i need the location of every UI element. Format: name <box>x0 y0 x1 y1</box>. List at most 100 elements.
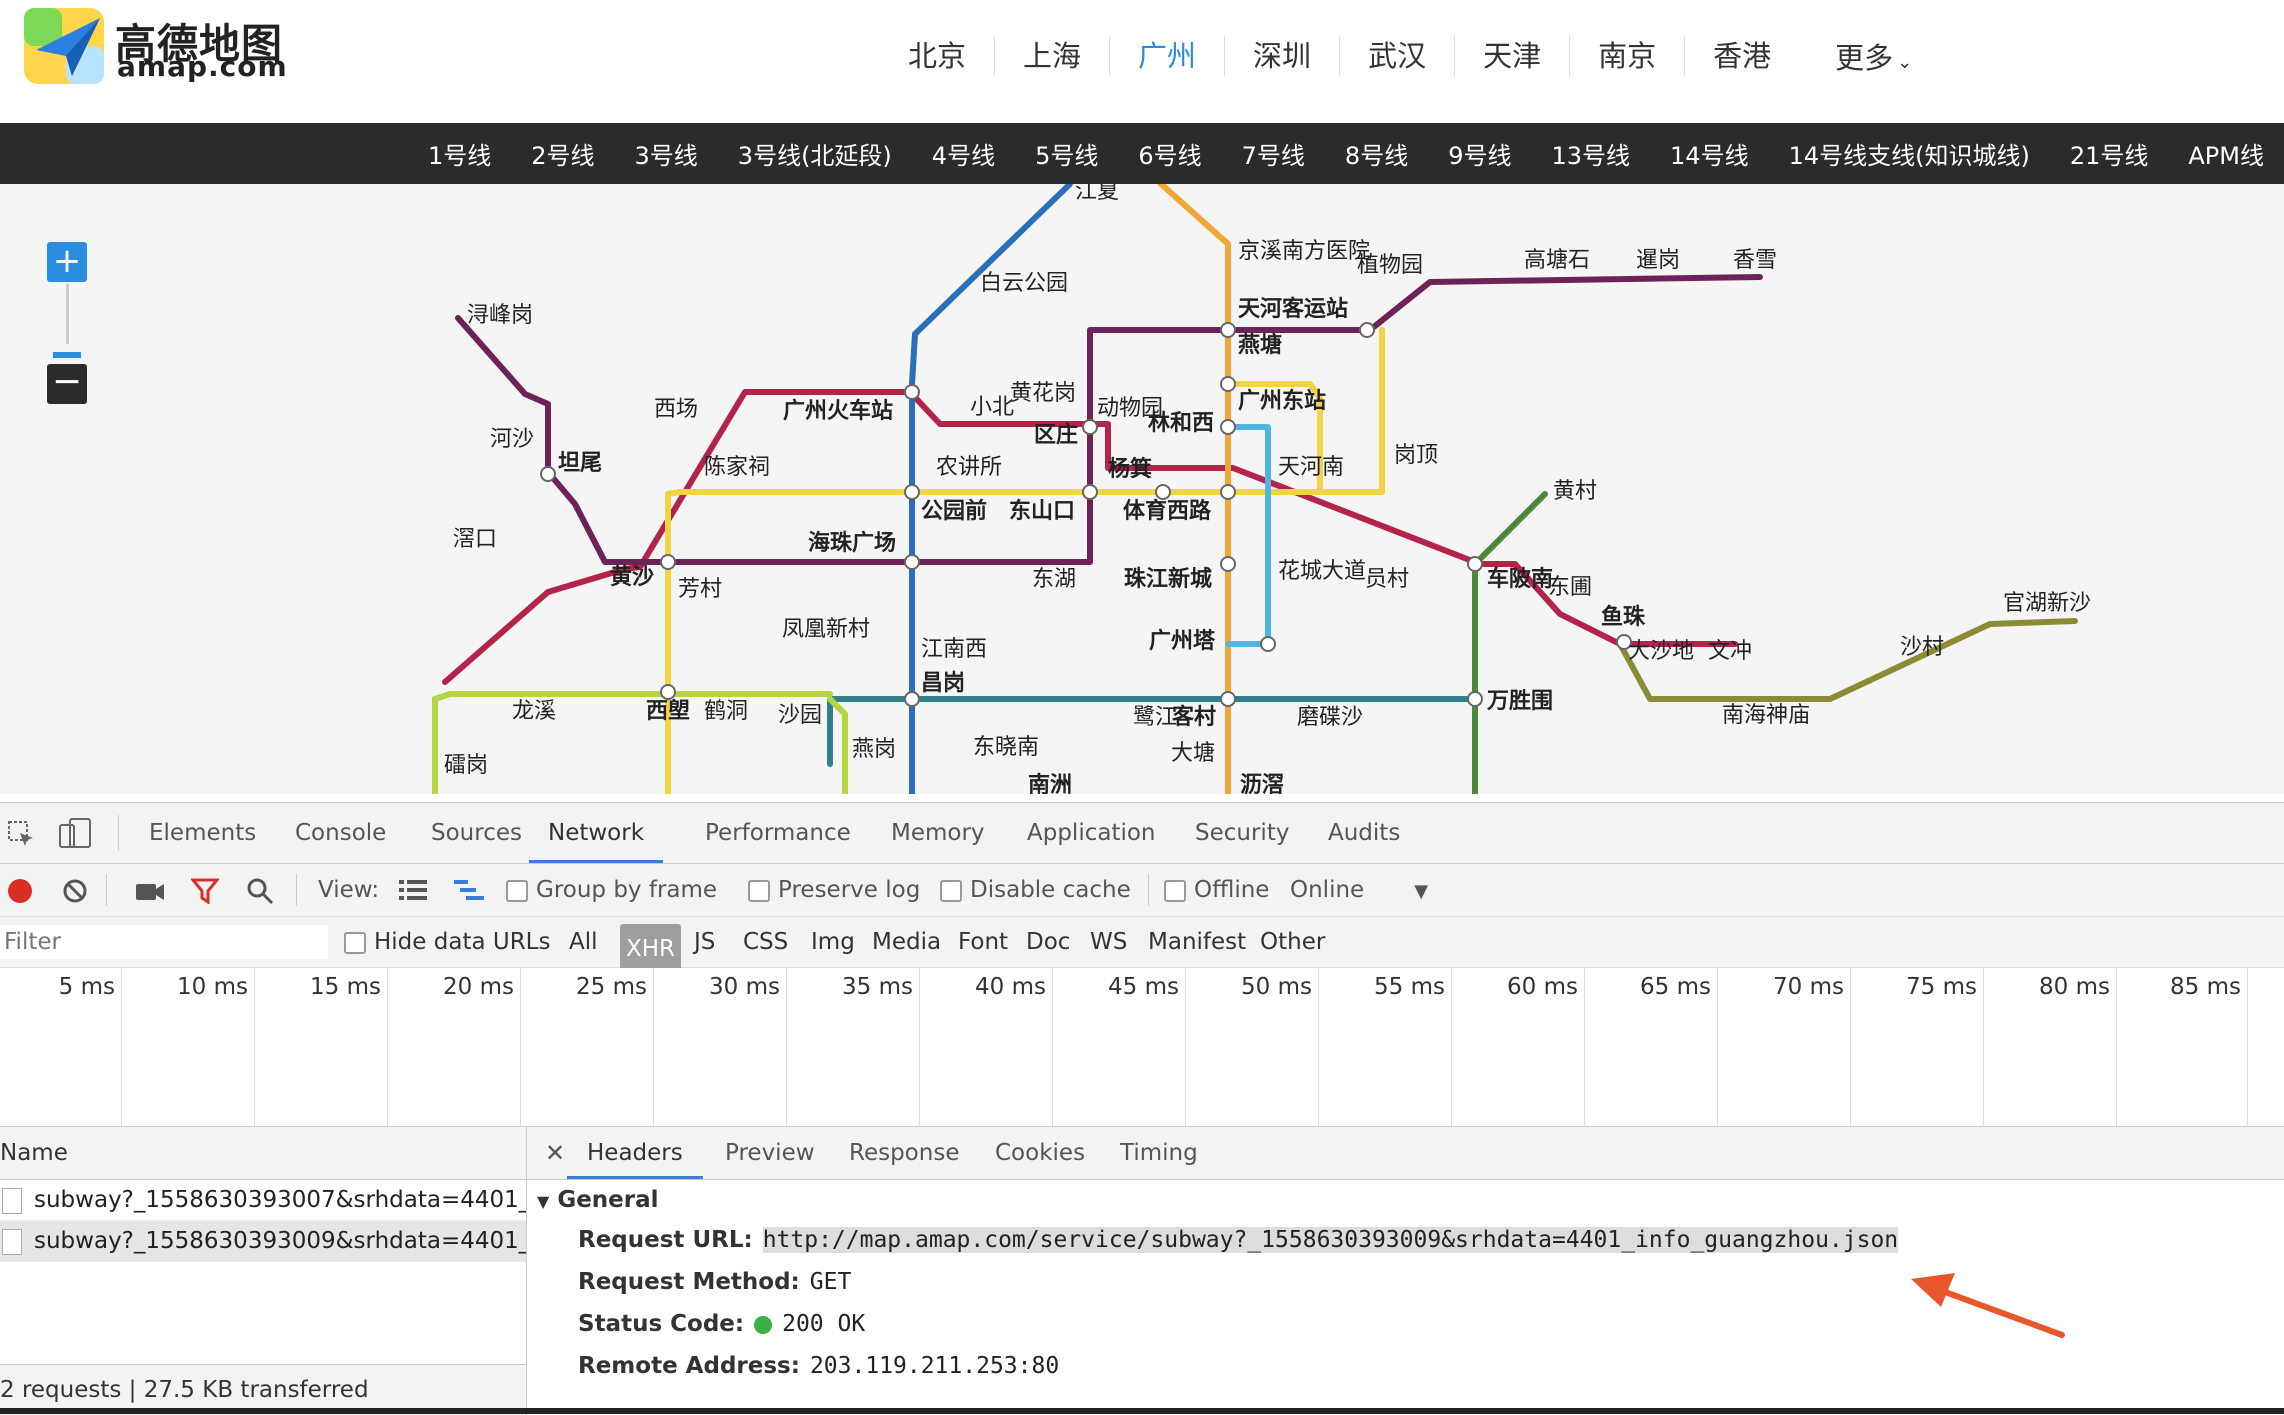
filter-type-other[interactable]: Other <box>1260 929 1326 955</box>
station-label[interactable]: 燕岗 <box>852 737 896 762</box>
station-label[interactable]: 区庄 <box>1034 422 1078 448</box>
tab-elements[interactable]: Elements <box>149 820 257 846</box>
station-label[interactable]: 浔峰岗 <box>467 303 533 328</box>
station-label[interactable]: 大塘 <box>1171 741 1215 766</box>
city-tab-tianjin[interactable]: 天津 <box>1454 36 1569 76</box>
city-tab-hongkong[interactable]: 香港 <box>1684 36 1799 76</box>
station-label[interactable]: 员村 <box>1365 567 1409 592</box>
city-tab-shanghai[interactable]: 上海 <box>994 36 1109 76</box>
filter-type-xhr[interactable]: XHR <box>620 924 682 974</box>
line-13[interactable]: 13号线 <box>1551 142 1631 170</box>
line-3-north[interactable]: 3号线(北延段) <box>737 142 892 170</box>
throttle-select[interactable]: Online ▼ <box>1290 864 1428 918</box>
line-9[interactable]: 9号线 <box>1448 142 1512 170</box>
station-label[interactable]: 体育西路 <box>1123 498 1212 524</box>
general-section-toggle[interactable]: ▼ General <box>537 1187 659 1213</box>
city-tab-guangzhou[interactable]: 广州 <box>1109 36 1224 76</box>
station-label[interactable]: 江南西 <box>921 637 987 662</box>
station-label[interactable]: 官湖新沙 <box>2003 591 2091 616</box>
line-1[interactable]: 1号线 <box>427 142 492 170</box>
device-toolbar-icon[interactable] <box>58 817 92 853</box>
station-label[interactable]: 农讲所 <box>936 455 1002 480</box>
offline-checkbox[interactable]: Offline <box>1164 864 1269 916</box>
station-label[interactable]: 黄村 <box>1553 479 1597 504</box>
request-url-value[interactable]: http://map.amap.com/service/subway?_1558… <box>762 1227 1899 1253</box>
station-label[interactable]: 东圃 <box>1548 575 1592 600</box>
station-label[interactable]: 黄花岗 <box>1010 381 1076 406</box>
station-label[interactable]: 珠江新城 <box>1124 566 1212 592</box>
name-column-header[interactable]: Name <box>0 1127 526 1180</box>
station-label[interactable]: 芳村 <box>678 577 722 602</box>
line-8[interactable]: 8号线 <box>1344 142 1409 170</box>
zoom-in-button[interactable]: + <box>47 242 87 282</box>
station-label[interactable]: 坦尾 <box>558 451 602 476</box>
tab-headers[interactable]: Headers <box>567 1127 703 1179</box>
filter-type-css[interactable]: CSS <box>743 929 789 955</box>
request-row[interactable]: subway?_1558630393009&srhdata=4401_... <box>0 1221 526 1262</box>
station-label[interactable]: 广州东站 <box>1238 388 1326 414</box>
tab-application[interactable]: Application <box>1027 820 1156 846</box>
station-label[interactable]: 白云公园 <box>980 271 1068 296</box>
station-label[interactable]: 暹岗 <box>1636 248 1680 273</box>
station-label[interactable]: 江夏 <box>1075 184 1119 204</box>
station-label[interactable]: 陈家祠 <box>704 455 770 480</box>
zoom-out-button[interactable]: − <box>47 364 87 404</box>
search-icon[interactable] <box>246 877 274 905</box>
line-21[interactable]: 21号线 <box>2069 142 2149 170</box>
more-cities-dropdown[interactable]: 更多 ⌄ <box>1799 35 1912 77</box>
station-label[interactable]: 林和西 <box>1148 411 1214 436</box>
station-label[interactable]: 香雪 <box>1733 248 1777 273</box>
filter-type-doc[interactable]: Doc <box>1026 929 1071 955</box>
station-label[interactable]: 鱼珠 <box>1601 604 1646 630</box>
filter-type-media[interactable]: Media <box>872 929 942 955</box>
inspect-element-icon[interactable] <box>6 819 36 853</box>
line-14-branch[interactable]: 14号线支线(知识城线) <box>1788 142 2030 170</box>
line-5[interactable]: 5号线 <box>1035 142 1099 170</box>
station-label[interactable]: 河沙 <box>490 427 534 452</box>
hide-data-urls-checkbox[interactable]: Hide data URLs <box>344 917 550 967</box>
station-label[interactable]: 礌岗 <box>444 753 488 778</box>
filter-type-manifest[interactable]: Manifest <box>1148 929 1247 955</box>
tab-security[interactable]: Security <box>1195 820 1290 846</box>
record-icon[interactable] <box>7 878 33 904</box>
city-tab-shenzhen[interactable]: 深圳 <box>1224 36 1339 76</box>
line-3[interactable]: 3号线 <box>634 142 698 170</box>
line-7[interactable]: 7号线 <box>1241 142 1305 170</box>
line-6[interactable]: 6号线 <box>1138 142 1202 170</box>
station-label[interactable]: 东山口 <box>1009 498 1075 524</box>
station-label[interactable]: 鹭江 <box>1133 705 1177 730</box>
tab-console[interactable]: Console <box>295 820 387 846</box>
station-label[interactable]: 万胜围 <box>1486 689 1553 714</box>
station-label[interactable]: 车陂南 <box>1487 566 1553 592</box>
tab-timing[interactable]: Timing <box>1120 1140 1198 1166</box>
waterfall-view-icon[interactable] <box>454 879 484 901</box>
station-label[interactable]: 杨箕 <box>1108 456 1152 482</box>
station-label[interactable]: 广州塔 <box>1149 628 1216 654</box>
station-label[interactable]: 昌岗 <box>921 671 965 696</box>
station-label[interactable]: 西场 <box>654 397 698 422</box>
line-apm[interactable]: APM线 <box>2188 142 2264 170</box>
station-label[interactable]: 小北 <box>970 395 1014 420</box>
tab-preview[interactable]: Preview <box>725 1140 815 1166</box>
station-label[interactable]: 植物园 <box>1357 253 1423 278</box>
tab-network[interactable]: Network <box>529 803 664 863</box>
station-label[interactable]: 京溪南方医院 <box>1238 239 1370 264</box>
station-label[interactable]: 东晓南 <box>973 735 1039 760</box>
station-label[interactable]: 公园前 <box>921 498 987 524</box>
station-label[interactable]: 高塘石 <box>1524 248 1590 273</box>
station-label[interactable]: 黄沙 <box>610 565 654 590</box>
filter-type-js[interactable]: JS <box>694 929 716 955</box>
screenshot-camera-icon[interactable] <box>135 880 165 902</box>
tab-response[interactable]: Response <box>849 1140 960 1166</box>
subway-map-canvas[interactable]: 江夏 京溪南方医院 植物园 高塘石 暹岗 香雪 白云公园 天河客运站 燕塘 浔峰… <box>0 184 2284 794</box>
station-label[interactable]: 沙园 <box>778 703 822 728</box>
filter-type-all[interactable]: All <box>569 929 598 955</box>
station-label[interactable]: 天河南 <box>1278 455 1344 480</box>
station-label[interactable]: 沥滘 <box>1240 773 1284 794</box>
station-label[interactable]: 天河客运站 <box>1238 296 1348 322</box>
line-14[interactable]: 14号线 <box>1670 142 1749 170</box>
tab-cookies[interactable]: Cookies <box>995 1140 1086 1166</box>
station-label[interactable]: 花城大道 <box>1278 559 1366 584</box>
station-label[interactable]: 凤凰新村 <box>782 617 870 642</box>
station-label[interactable]: 滘口 <box>453 527 497 552</box>
